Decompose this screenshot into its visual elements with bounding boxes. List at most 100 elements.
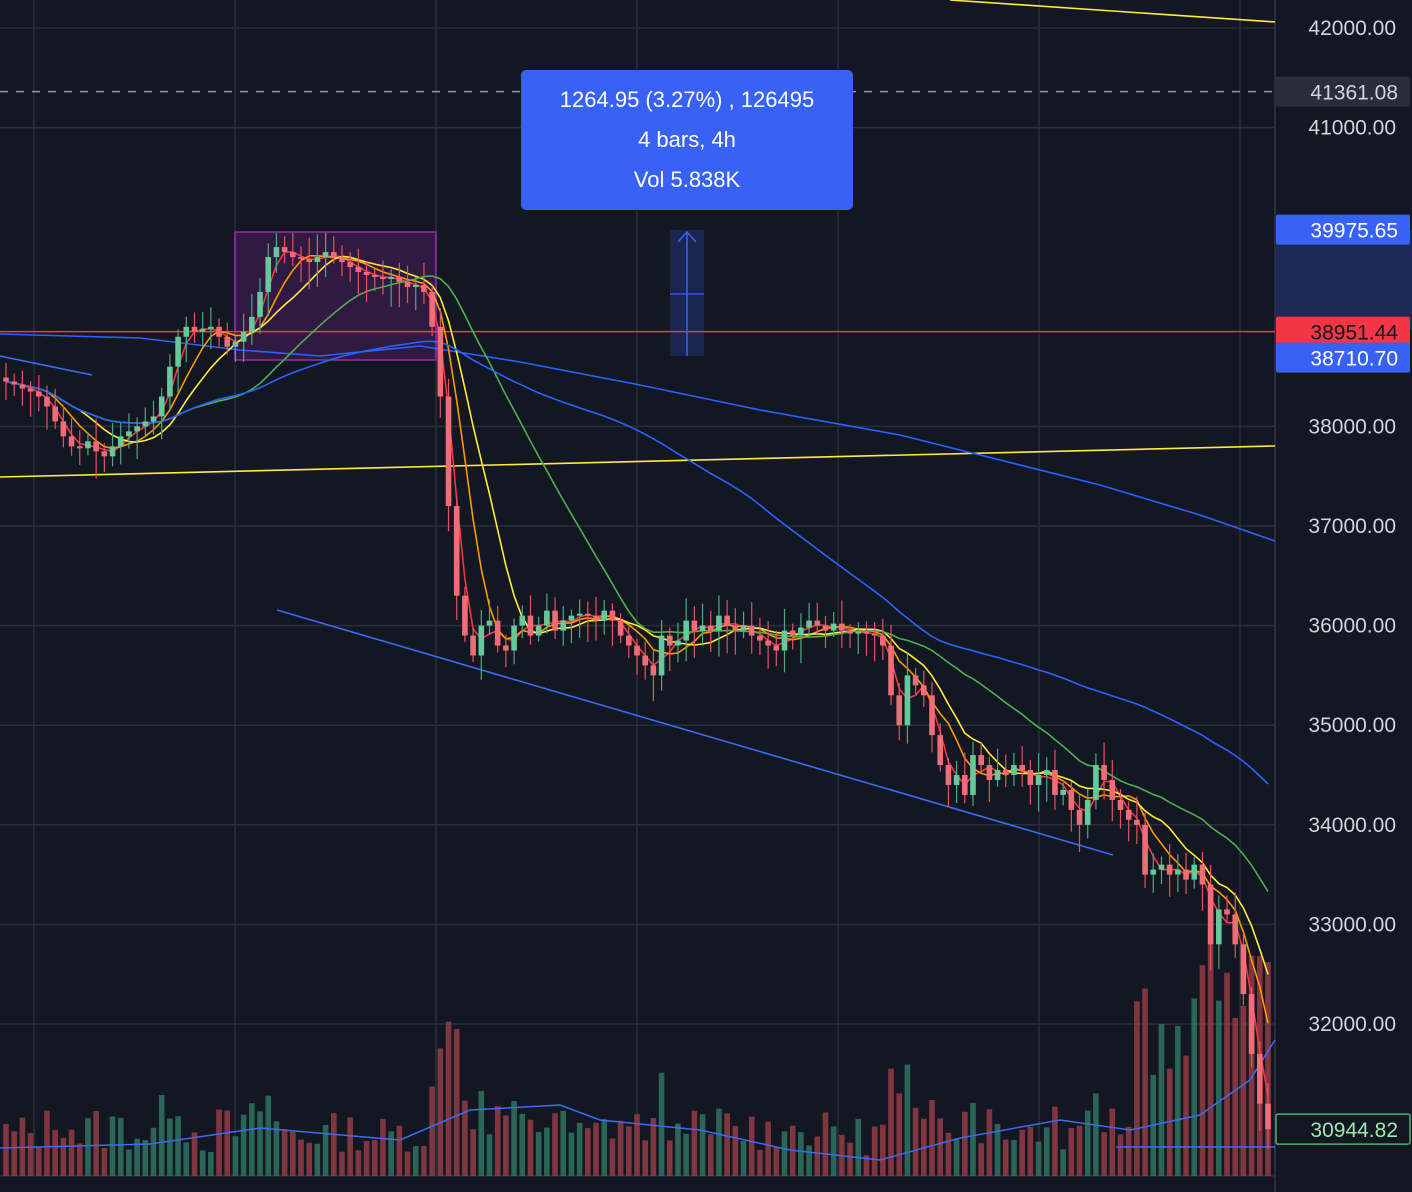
volume-bar bbox=[486, 1134, 493, 1176]
volume-bar bbox=[1068, 1128, 1075, 1176]
volume-bar bbox=[814, 1136, 821, 1176]
price-tick-label: 36000.00 bbox=[1308, 615, 1396, 638]
candle-body bbox=[380, 277, 386, 279]
candle-body bbox=[85, 441, 91, 449]
volume-bar bbox=[208, 1152, 214, 1176]
candle-body bbox=[576, 613, 583, 616]
price-axis[interactable]: 42000.00 41000.00 38000.00 37000.00 36000.00… bbox=[1308, 17, 1396, 1036]
volume-bar bbox=[1084, 1110, 1091, 1176]
candle-body bbox=[150, 416, 157, 422]
volume-bar bbox=[896, 1093, 903, 1176]
candle-body bbox=[642, 655, 648, 666]
candle-body bbox=[126, 431, 132, 437]
candle-body bbox=[208, 326, 214, 329]
price-tick-label: 41000.00 bbox=[1308, 117, 1396, 140]
volume-bar bbox=[380, 1118, 386, 1176]
candle-body bbox=[1224, 909, 1230, 915]
volume-bar bbox=[93, 1111, 99, 1176]
candle-body bbox=[486, 620, 493, 626]
volume-bar bbox=[339, 1151, 345, 1176]
volume-bar bbox=[306, 1142, 313, 1176]
volume-bar bbox=[560, 1110, 567, 1176]
candle-body bbox=[789, 630, 796, 636]
candle-body bbox=[560, 620, 567, 631]
candle-body bbox=[691, 620, 698, 631]
volume-bar bbox=[634, 1114, 640, 1176]
candle-body bbox=[3, 377, 9, 382]
volume-bar bbox=[609, 1138, 616, 1176]
volume-bar bbox=[1207, 914, 1214, 1176]
volume-bar bbox=[412, 1146, 419, 1176]
candle-body bbox=[224, 336, 231, 347]
candle-body bbox=[626, 635, 632, 646]
candle-body bbox=[929, 695, 935, 736]
candle-body bbox=[257, 291, 263, 317]
price-tag-label: 38710.70 bbox=[1310, 348, 1398, 371]
candle-body bbox=[945, 765, 952, 785]
volume-bar bbox=[117, 1118, 124, 1176]
candle-body bbox=[1257, 1053, 1263, 1104]
candle-body bbox=[503, 645, 509, 651]
volume-bar bbox=[44, 1110, 50, 1176]
ma-line-green bbox=[5, 275, 1269, 893]
volume-bar bbox=[1076, 1125, 1083, 1176]
candle-body bbox=[183, 326, 190, 337]
candle-body bbox=[290, 252, 296, 258]
candle-body bbox=[421, 284, 427, 292]
candle-body bbox=[1027, 770, 1034, 785]
candle-body bbox=[281, 247, 288, 253]
candle-body bbox=[347, 262, 353, 268]
volume-bar bbox=[511, 1101, 517, 1176]
candle-body bbox=[658, 635, 665, 676]
ma-line-blue bbox=[5, 340, 1269, 785]
candle-body bbox=[371, 275, 378, 277]
measure-tooltip: 1264.95 (3.27%) , 126495 4 bars, 4h Vol … bbox=[521, 70, 853, 210]
candle-body bbox=[675, 640, 681, 646]
volume-bar bbox=[904, 1064, 911, 1176]
volume-bar bbox=[232, 1136, 239, 1176]
candle-body bbox=[1232, 914, 1239, 945]
candle-body bbox=[552, 610, 558, 631]
candle-body bbox=[1248, 994, 1255, 1054]
volume-bar bbox=[437, 1048, 444, 1176]
candle-body bbox=[1183, 869, 1189, 880]
candle-body bbox=[265, 257, 272, 292]
volume-bar bbox=[593, 1122, 599, 1176]
candle-body bbox=[535, 625, 542, 636]
candle-body bbox=[355, 267, 362, 273]
volume-bar bbox=[396, 1125, 403, 1176]
candle-body bbox=[314, 257, 321, 263]
volume-bar bbox=[175, 1116, 181, 1176]
candle-body bbox=[511, 625, 517, 651]
volume-bar bbox=[519, 1113, 526, 1176]
volume-bar bbox=[453, 1029, 460, 1176]
candle-body bbox=[1011, 765, 1017, 775]
candle-body bbox=[1117, 799, 1124, 810]
price-tag-bg bbox=[1275, 1113, 1411, 1145]
volume-bar bbox=[1191, 998, 1198, 1176]
price-tag-label: 30944.82 bbox=[1310, 1119, 1398, 1142]
candle-body bbox=[1134, 819, 1140, 825]
candle-body bbox=[494, 620, 501, 646]
candle-body bbox=[1191, 864, 1198, 880]
price-tick-label: 33000.00 bbox=[1308, 913, 1396, 936]
candle-body bbox=[732, 625, 739, 631]
candle-body bbox=[986, 765, 993, 780]
volume-bar bbox=[240, 1114, 247, 1176]
candle-body bbox=[1142, 824, 1148, 875]
volume-bar bbox=[601, 1119, 608, 1176]
volume-bar bbox=[691, 1110, 698, 1176]
volume-bar bbox=[265, 1095, 272, 1176]
candle-body bbox=[585, 613, 591, 616]
volume-bar bbox=[1117, 1134, 1124, 1176]
volume-bar bbox=[363, 1140, 370, 1176]
candle-body bbox=[1076, 809, 1083, 825]
volume-bar bbox=[871, 1126, 878, 1176]
candle-body bbox=[249, 316, 255, 332]
candle-body bbox=[1035, 775, 1042, 785]
candle-body bbox=[1166, 864, 1173, 875]
volume-bar bbox=[675, 1123, 681, 1176]
candle-body bbox=[306, 259, 313, 263]
candle-body bbox=[68, 436, 75, 447]
